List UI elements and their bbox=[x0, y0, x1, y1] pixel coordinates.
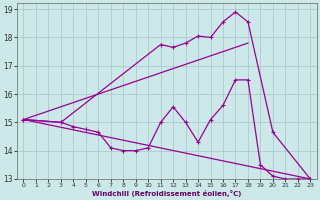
X-axis label: Windchill (Refroidissement éolien,°C): Windchill (Refroidissement éolien,°C) bbox=[92, 190, 242, 197]
